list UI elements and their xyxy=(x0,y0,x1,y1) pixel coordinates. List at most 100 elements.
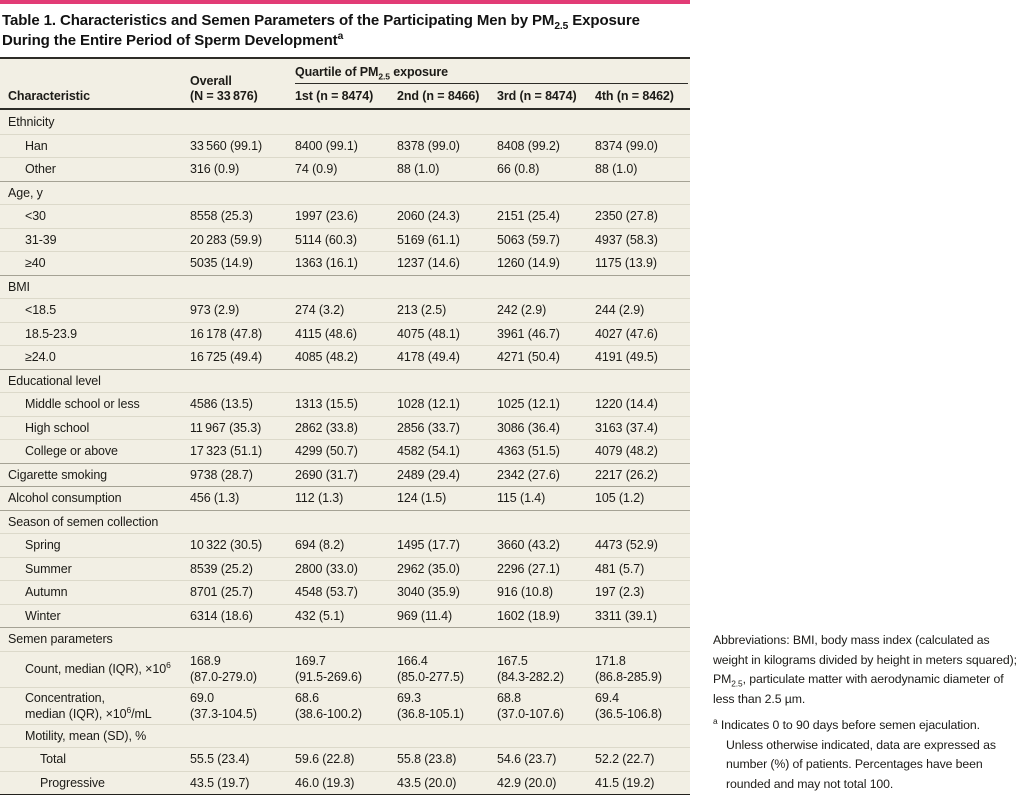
cell-value: 46.0 (19.3) xyxy=(295,775,355,790)
table-row: Spring 10 322 (30.5) 694 (8.2) 1495 (17.7) 3… xyxy=(0,533,690,557)
cell-value: 2350 (27.8) xyxy=(595,209,658,224)
row-label: ≥40 xyxy=(25,256,46,271)
group-row: Season of semen collection xyxy=(0,509,690,534)
cell-value: 213 (2.5) xyxy=(397,303,447,318)
cell-value: 3961 (46.7) xyxy=(497,326,560,341)
cell-value: 1495 (17.7) xyxy=(397,538,460,553)
cell-value: 54.6 (23.7) xyxy=(497,752,557,767)
table-row: Count, median (IQR), ×106 168.9 (87.0-279… xyxy=(0,650,690,688)
row-label: BMI xyxy=(8,279,30,294)
cell-value: 2800 (33.0) xyxy=(295,561,358,576)
cell-value: 8400 (99.1) xyxy=(295,138,358,153)
cell-value: 1363 (16.1) xyxy=(295,256,358,271)
cell-value: 197 (2.3) xyxy=(595,585,645,600)
cell-value: 88 (1.0) xyxy=(397,162,440,177)
cell-value: 4363 (51.5) xyxy=(497,444,560,459)
footnote-a-marker: a xyxy=(713,715,718,726)
cell-value: 16 725 (49.4) xyxy=(190,350,263,365)
abbreviations-note: Abbreviations: BMI, body mass index (cal… xyxy=(713,633,1017,706)
cell-value: 916 (10.8) xyxy=(497,585,553,600)
col-header-q1: 1st (n = 8474) xyxy=(295,89,374,103)
cell-value: 105 (1.2) xyxy=(595,491,645,506)
col-header-q4: 4th (n = 8462) xyxy=(595,89,674,103)
cell-value: 16 178 (47.8) xyxy=(190,326,263,341)
table-row: ≥24.0 16 725 (49.4) 4085 (48.2) 4178 (49.4)… xyxy=(0,345,690,369)
group-row: Ethnicity xyxy=(0,110,690,134)
cell-value: 3086 (36.4) xyxy=(497,420,560,435)
cell-value: 5035 (14.9) xyxy=(190,256,253,271)
row-label: College or above xyxy=(25,444,118,459)
cell-value: 3660 (43.2) xyxy=(497,538,560,553)
cell-value: 2296 (27.1) xyxy=(497,561,560,576)
cell-value: 316 (0.9) xyxy=(190,162,240,177)
cell-value: 4548 (53.7) xyxy=(295,585,358,600)
table-row: High school 11 967 (35.3) 2862 (33.8) 2856 … xyxy=(0,415,690,440)
row-label: Summer xyxy=(25,561,72,576)
row-label: Spring xyxy=(25,538,61,553)
cell-value: 456 (1.3) xyxy=(190,491,240,506)
row-label: Count, median (IQR), ×106 xyxy=(25,660,171,677)
cell-value: 5063 (59.7) xyxy=(497,232,560,247)
cell-value: 8378 (99.0) xyxy=(397,138,460,153)
table-row: Progressive 43.5 (19.7) 46.0 (19.3) 43.5 (2… xyxy=(0,770,690,795)
cell-value: 2342 (27.6) xyxy=(497,467,560,482)
cell-value: 1220 (14.4) xyxy=(595,397,658,412)
row-label: Total xyxy=(40,752,66,767)
cell-value: 5169 (61.1) xyxy=(397,232,460,247)
cell-value: 2151 (25.4) xyxy=(497,209,560,224)
cell-value: 69.4 (36.5-106.8) xyxy=(595,690,662,721)
cell-value: 5114 (60.3) xyxy=(295,232,357,247)
table-title: Table 1. Characteristics and Semen Param… xyxy=(2,12,640,49)
cell-value: 2489 (29.4) xyxy=(397,467,460,482)
cell-value: 4027 (47.6) xyxy=(595,326,658,341)
row-label: Age, y xyxy=(8,185,43,200)
cell-value: 68.6 (38.6-100.2) xyxy=(295,690,362,721)
row-label: Autumn xyxy=(25,585,68,600)
table-row: Autumn 8701 (25.7) 4548 (53.7) 3040 (35.9) 9… xyxy=(0,580,690,604)
cell-value: 274 (3.2) xyxy=(295,303,345,318)
table-row: 18.5-23.9 16 178 (47.8) 4115 (48.6) 4075 (4… xyxy=(0,321,690,346)
row-label: Educational level xyxy=(8,373,101,388)
cell-value: 166.4 (85.0-277.5) xyxy=(397,654,464,685)
row-label: Alcohol consumption xyxy=(8,491,122,506)
row-label: High school xyxy=(25,420,90,435)
table-row: Winter 6314 (18.6) 432 (5.1) 969 (11.4) 1602… xyxy=(0,603,690,628)
cell-value: 1025 (12.1) xyxy=(497,397,560,412)
row-label: Concentration, median (IQR), ×106/mL xyxy=(25,690,152,721)
cell-value: 1997 (23.6) xyxy=(295,209,358,224)
row-label: Season of semen collection xyxy=(8,514,159,529)
cell-value: 3311 (39.1) xyxy=(595,608,657,623)
row-label: <18.5 xyxy=(25,303,57,318)
cell-value: 74 (0.9) xyxy=(295,162,338,177)
footnotes: Abbreviations: BMI, body mass index (cal… xyxy=(713,631,1019,794)
cell-value: 2862 (33.8) xyxy=(295,420,358,435)
row-label: Semen parameters xyxy=(8,632,113,647)
cell-value: 55.8 (23.8) xyxy=(397,752,457,767)
table-row: Middle school or less 4586 (13.5) 1313 (15… xyxy=(0,392,690,416)
cell-value: 41.5 (19.2) xyxy=(595,775,655,790)
cell-value: 1237 (14.6) xyxy=(397,256,460,271)
cell-value: 2060 (24.3) xyxy=(397,209,460,224)
cell-value: 1028 (12.1) xyxy=(397,397,460,412)
row-label: Winter xyxy=(25,608,61,623)
cell-value: 969 (11.4) xyxy=(397,608,453,623)
cell-value: 432 (5.1) xyxy=(295,608,345,623)
cell-value: 2962 (35.0) xyxy=(397,561,460,576)
cell-value: 9738 (28.7) xyxy=(190,467,253,482)
group-row: BMI xyxy=(0,274,690,299)
cell-value: 17 323 (51.1) xyxy=(190,444,263,459)
footnote-a: a Indicates 0 to 90 days before semen ej… xyxy=(713,716,1019,794)
cell-value: 59.6 (22.8) xyxy=(295,752,355,767)
cell-value: 694 (8.2) xyxy=(295,538,345,553)
row-label: Other xyxy=(25,162,56,177)
col-header-q2: 2nd (n = 8466) xyxy=(397,89,480,103)
cell-value: 124 (1.5) xyxy=(397,491,447,506)
cell-value: 4586 (13.5) xyxy=(190,397,253,412)
cell-value: 112 (1.3) xyxy=(295,491,344,506)
col-header-characteristic: Characteristic xyxy=(8,89,90,103)
col-group-quartile: Quartile of PM2.5 exposure xyxy=(295,65,688,84)
cell-value: 10 322 (30.5) xyxy=(190,538,263,553)
cell-value: 4299 (50.7) xyxy=(295,444,358,459)
cell-value: 4178 (49.4) xyxy=(397,350,460,365)
